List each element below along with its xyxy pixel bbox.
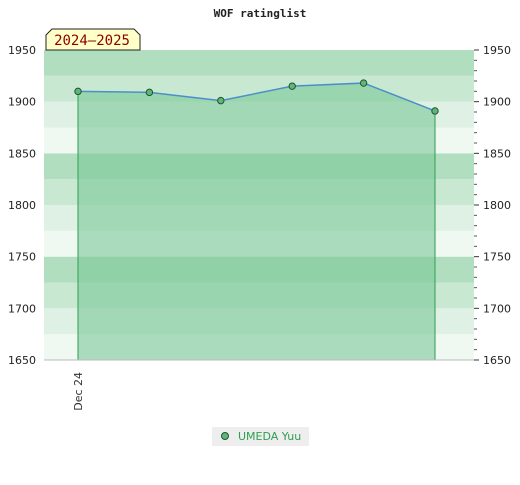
left-y-tick-label: 1850 (8, 147, 36, 160)
data-point (359, 79, 368, 87)
left-y-tick-label: 1800 (8, 199, 36, 212)
x-tick-label: Dec 24 (72, 372, 85, 411)
left-y-tick-label: 1950 (8, 44, 36, 57)
series-area (77, 83, 436, 361)
series-line (77, 82, 436, 112)
data-point (288, 82, 296, 90)
right-y-axis: 1650 1700 1750 1800 1850 1900 1950 (474, 44, 511, 367)
data-point (145, 88, 154, 97)
right-y-tick-label: 1750 (483, 251, 511, 264)
right-y-tick-label: 1850 (483, 147, 511, 160)
legend-box (212, 427, 309, 446)
season-badge-box (45, 28, 141, 51)
series-line-layer (77, 82, 436, 112)
data-point (74, 87, 82, 96)
data-point (431, 107, 439, 115)
series-points (74, 79, 439, 115)
background-band (44, 50, 474, 76)
left-y-tick-label: 1700 (8, 302, 36, 315)
season-badge-label: 2024–2025 (54, 33, 130, 49)
left-y-tick-label: 1650 (8, 354, 36, 367)
data-point (217, 96, 225, 105)
chart-title: WOF ratinglist (214, 7, 307, 20)
right-y-tick-label: 1900 (483, 96, 511, 109)
left-y-tick-label: 1750 (8, 251, 36, 264)
right-y-tick-label: 1650 (483, 354, 511, 367)
legend-marker (221, 432, 229, 440)
left-y-axis: 1650 1700 1750 1800 1850 1900 1950 (8, 44, 36, 367)
right-y-tick-label: 1950 (483, 44, 511, 57)
series-area-fill (78, 83, 435, 361)
left-y-tick-label: 1900 (8, 96, 36, 109)
right-y-tick-label: 1700 (483, 302, 511, 315)
season-badge: 2024–2025 (45, 28, 141, 51)
legend-label: UMEDA Yuu (238, 430, 301, 443)
legend: UMEDA Yuu (212, 427, 309, 446)
right-y-tick-label: 1800 (483, 199, 511, 212)
x-axis: Dec 24 (72, 372, 85, 411)
